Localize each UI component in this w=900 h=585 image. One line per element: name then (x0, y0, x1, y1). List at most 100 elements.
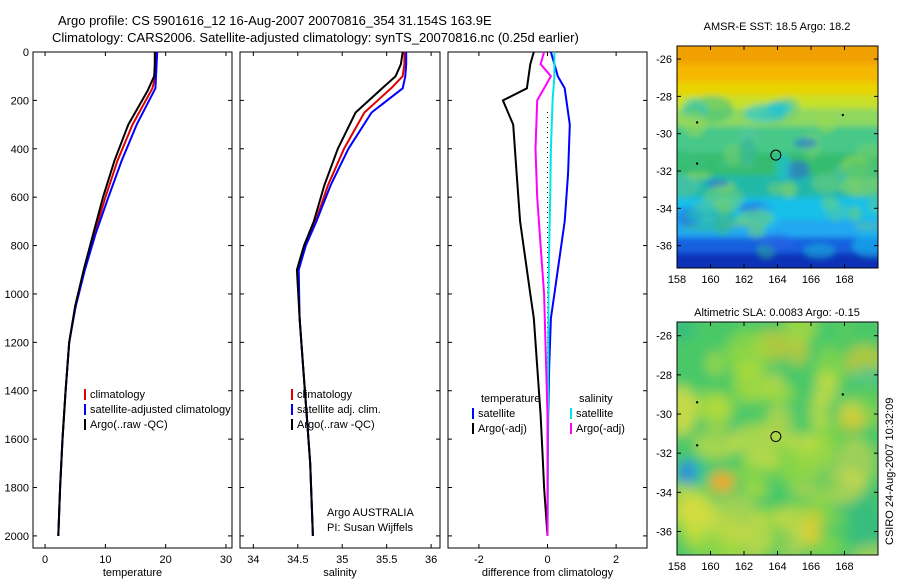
sst-patch (686, 171, 712, 180)
map-x-tick-label: 162 (735, 561, 753, 573)
sst-patch (760, 233, 795, 251)
sla-patch (848, 511, 878, 555)
legend-label: satellite adj. clim. (297, 404, 381, 416)
map-y-tick-label: -32 (656, 166, 672, 178)
y-tick-label: 1200 (5, 337, 29, 349)
temperature-panel: 0 10 20 30 temperature 0 200 400 600 800 1000 1200 1… (5, 47, 233, 579)
x-tick-label: 34.5 (287, 554, 308, 566)
sst-patch (816, 110, 837, 134)
series-line (57, 51, 159, 536)
map-x-tick-label: 162 (735, 274, 753, 286)
legend-label: Argo(-adj) (576, 423, 625, 435)
y-tick-label: 1600 (5, 434, 29, 446)
sst-patch (737, 209, 775, 228)
sla-patch (733, 363, 768, 404)
legend-label: satellite (576, 408, 613, 420)
sla-patch (706, 351, 725, 376)
map-x-tick-label: 160 (701, 274, 719, 286)
sla-patch (743, 481, 769, 499)
sst-patch (785, 160, 810, 180)
sla-map-title: Altimetric SLA: 0.0083 Argo: -0.15 (694, 307, 860, 319)
x-tick-label: 20 (160, 554, 172, 566)
x-tick-label: 34 (247, 554, 259, 566)
sla-patch (804, 507, 822, 547)
y-tick-label: 2000 (5, 531, 29, 543)
sla-patch (783, 322, 817, 345)
salinity-annotation-line1: Argo AUSTRALIA (327, 507, 414, 519)
sst-patch (811, 173, 841, 194)
float-dot (841, 113, 845, 117)
plot-frame (239, 51, 441, 549)
profile-location-marker (770, 431, 782, 443)
sst-patch (843, 163, 878, 180)
map-x-tick-label: 168 (835, 274, 853, 286)
x-tick-label: 10 (99, 554, 111, 566)
sst-map: AMSR-E SST: 18.5 Argo: 18.2 158 160 162 164… (656, 21, 879, 286)
map-x-tick-label: 168 (835, 561, 853, 573)
map-y-tick-label: -26 (656, 54, 672, 66)
series-line (57, 51, 158, 536)
sla-patch (836, 322, 855, 347)
map-y-tick-label: -30 (656, 409, 672, 421)
legend-label: climatology (297, 389, 353, 401)
sla-patch (837, 437, 876, 488)
y-tick-label: 1800 (5, 483, 29, 495)
sla-low-patch (678, 460, 696, 484)
map-y-tick-label: -30 (656, 129, 672, 141)
sst-patch (803, 243, 836, 259)
map-y-tick-label: -32 (656, 448, 672, 460)
legend-label: salinity (579, 393, 613, 405)
y-tick-label: 1000 (5, 289, 29, 301)
sst-patch (768, 101, 793, 113)
x-axis-label: salinity (323, 567, 357, 579)
profile-location-marker (770, 149, 782, 161)
x-tick-label: -2 (474, 554, 484, 566)
y-tick-label: 0 (23, 47, 29, 59)
x-tick-label: 36 (425, 554, 437, 566)
sst-patch (867, 193, 878, 215)
map-y-tick-label: -28 (656, 91, 672, 103)
legend-label: satellite-adjusted climatology (90, 404, 231, 416)
sst-patch (723, 143, 743, 167)
sla-patch (787, 445, 805, 495)
sla-patch (744, 451, 782, 469)
sst-patch (694, 96, 727, 107)
map-x-tick-label: 166 (802, 561, 820, 573)
sst-patch (825, 201, 847, 222)
map-x-tick-label: 158 (668, 274, 686, 286)
y-tick-label: 600 (11, 192, 29, 204)
sla-map: Altimetric SLA: 0.0083 Argo: -0.15 158 16… (656, 307, 879, 573)
series-line (297, 52, 408, 536)
sst-patch (793, 138, 818, 148)
salinity-annotation-line2: PI: Susan Wijffels (327, 522, 413, 534)
map-field (677, 46, 878, 268)
series-line (534, 51, 552, 536)
sla-patch (710, 494, 760, 543)
legend-label: satellite (478, 408, 515, 420)
map-field (677, 322, 878, 555)
sla-patch (850, 544, 878, 555)
legend-label: Argo(..raw -QC) (297, 419, 375, 431)
map-y-tick-label: -34 (656, 487, 672, 499)
sst-patch (739, 138, 757, 165)
map-y-tick-label: -36 (656, 241, 672, 253)
sst-patch (688, 156, 708, 173)
sla-patch (729, 424, 777, 456)
map-y-tick-label: -26 (656, 331, 672, 343)
series-line (546, 52, 556, 536)
map-field-blur (677, 46, 878, 268)
side-credit-label: CSIRO 24-Aug-2007 10:32:09 (884, 398, 896, 545)
float-dot (841, 393, 845, 396)
figure-title-line2: Climatology: CARS2006. Satellite-adjuste… (52, 30, 579, 45)
series-line (57, 52, 156, 536)
sst-patch (688, 200, 720, 228)
map-x-tick-label: 164 (768, 274, 786, 286)
sla-patch (788, 338, 809, 366)
float-dot (695, 401, 699, 404)
x-tick-label: 35.5 (376, 554, 397, 566)
map-y-tick-label: -36 (656, 527, 672, 539)
plot-frame (32, 51, 233, 549)
series-line (296, 52, 406, 536)
